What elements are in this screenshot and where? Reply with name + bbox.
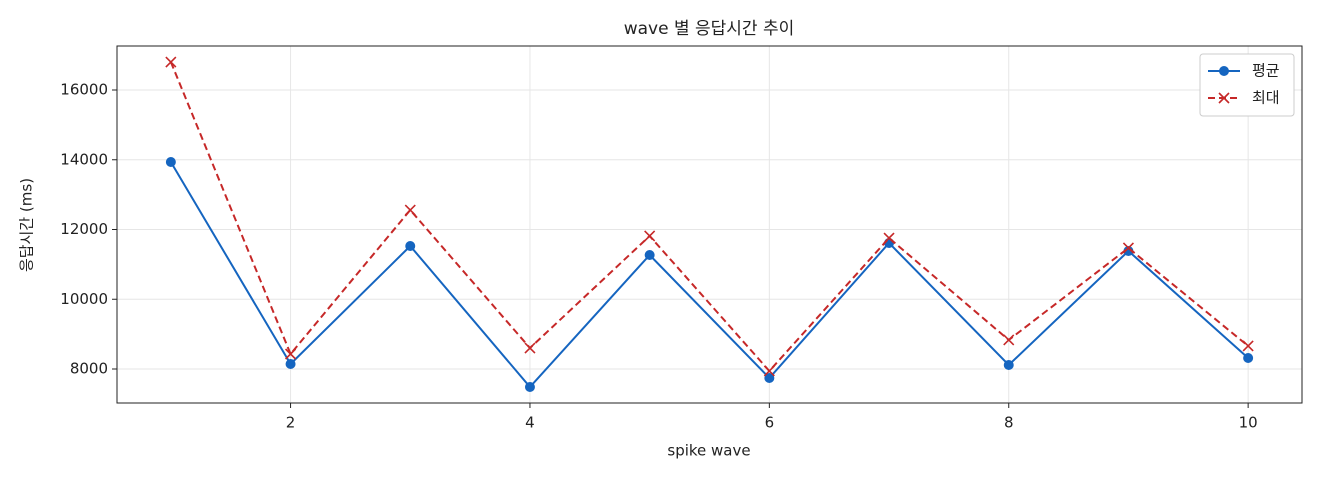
x-tick-label: 10 (1239, 414, 1258, 432)
data-point (644, 249, 655, 260)
series-line (170, 161, 1249, 389)
legend-marker (1219, 66, 1229, 76)
data-point (1003, 334, 1015, 346)
data-point (165, 157, 176, 168)
data-point (883, 232, 895, 244)
series-line (169, 61, 1249, 373)
x-tick-label: 8 (1004, 414, 1014, 432)
x-axis-label: spike wave (667, 442, 750, 460)
legend-label: 평균 (1252, 62, 1280, 80)
data-point (1243, 353, 1254, 364)
data-point (405, 240, 416, 251)
x-tick-label: 6 (765, 414, 775, 432)
legend-label: 최대 (1252, 89, 1280, 107)
data-point (763, 365, 775, 377)
y-tick-label: 10000 (60, 290, 108, 308)
data-point (1242, 340, 1254, 352)
data-point (165, 56, 177, 68)
data-point (524, 381, 535, 392)
data-point (1122, 242, 1135, 254)
data-point (284, 348, 297, 360)
y-axis-label: 응답시간 (ms) (18, 178, 36, 272)
y-tick-label: 8000 (70, 359, 108, 377)
data-point (285, 359, 296, 370)
data-point (764, 372, 775, 383)
data-point (404, 204, 416, 216)
legend-marker (1218, 92, 1230, 104)
data-point (1003, 359, 1014, 370)
x-tick-label: 2 (286, 414, 296, 432)
y-tick-label: 12000 (60, 220, 108, 238)
y-tick-label: 14000 (60, 150, 108, 168)
data-point (644, 230, 656, 242)
legend-box (1199, 53, 1295, 117)
data-point (1123, 245, 1134, 256)
y-tick-label: 16000 (60, 81, 108, 99)
chart-title: wave 별 응답시간 추이 (624, 19, 795, 39)
plot-frame (116, 45, 1303, 404)
data-point (524, 342, 536, 354)
x-tick-label: 4 (525, 414, 535, 432)
